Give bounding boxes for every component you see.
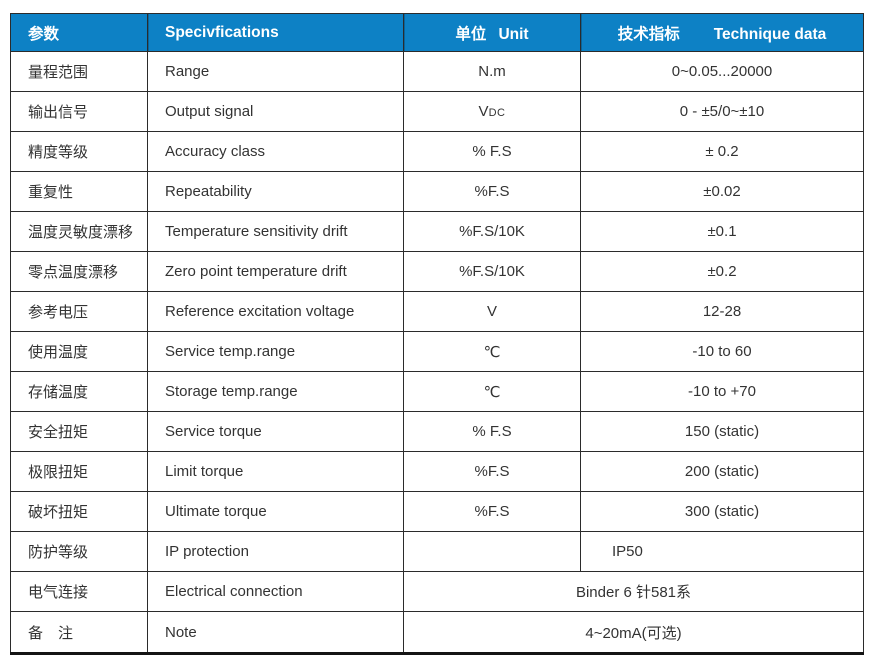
column-header-unit: 单位 Unit bbox=[403, 13, 581, 52]
param-name-en: Temperature sensitivity drift bbox=[147, 211, 404, 252]
param-name-cn: 安全扭矩 bbox=[10, 411, 148, 452]
param-name-cn: 量程范围 bbox=[10, 51, 148, 92]
value-cell: IP50 bbox=[580, 531, 864, 572]
value-cell: 12-28 bbox=[580, 291, 864, 332]
value-cell: ±0.1 bbox=[580, 211, 864, 252]
param-name-cn: 温度灵敏度漂移 bbox=[10, 211, 148, 252]
value-cell: -10 to +70 bbox=[580, 371, 864, 412]
table-row: 精度等级 Accuracy class% F.S ± 0.2 bbox=[10, 131, 864, 172]
unit-cell: %F.S/10K bbox=[403, 251, 581, 292]
unit-cell: % F.S bbox=[403, 131, 581, 172]
param-name-en: Service torque bbox=[147, 411, 404, 452]
param-name-cn: 防护等级 bbox=[10, 531, 148, 572]
param-name-en: Limit torque bbox=[147, 451, 404, 492]
value-cell: 300 (static) bbox=[580, 491, 864, 532]
param-name-en: Zero point temperature drift bbox=[147, 251, 404, 292]
param-name-en: Electrical connection bbox=[147, 571, 404, 612]
param-name-en: Accuracy class bbox=[147, 131, 404, 172]
unit-cell: %F.S bbox=[403, 491, 581, 532]
spec-table: 参数 Specivfications 单位 Unit 技术指标 Technique … bbox=[10, 13, 864, 655]
value-merged-cell: 4~20mA(可选) bbox=[403, 611, 864, 654]
param-name-cn: 参考电压 bbox=[10, 291, 148, 332]
column-header-technique-cn: 技术指标 bbox=[617, 25, 680, 43]
table-row: 安全扭矩 Service torque% F.S 150 (static) bbox=[10, 411, 864, 452]
spec-table-header: 参数 Specivfications 单位 Unit 技术指标 Technique … bbox=[10, 13, 864, 52]
param-name-en: Output signal bbox=[147, 91, 404, 132]
value-cell: -10 to 60 bbox=[580, 331, 864, 372]
unit-cell: % F.S bbox=[403, 411, 581, 452]
param-name-cn: 存储温度 bbox=[10, 371, 148, 412]
column-header-param-cn: 参数 bbox=[10, 13, 148, 52]
param-name-cn: 零点温度漂移 bbox=[10, 251, 148, 292]
table-row: 防护等级 IP protection IP50 bbox=[10, 531, 864, 572]
param-name-cn: 重复性 bbox=[10, 171, 148, 212]
param-name-cn: 电气连接 bbox=[10, 571, 148, 612]
unit-cell: %F.S bbox=[403, 451, 581, 492]
column-header-specifications: Specivfications bbox=[147, 13, 404, 52]
param-name-cn: 输出信号 bbox=[10, 91, 148, 132]
unit-cell: %F.S bbox=[403, 171, 581, 212]
column-header-unit-en: Unit bbox=[498, 25, 529, 43]
value-cell: 150 (static) bbox=[580, 411, 864, 452]
unit-cell: %F.S/10K bbox=[403, 211, 581, 252]
value-merged-cell: Binder 6 针581系 bbox=[403, 571, 864, 612]
table-row: 使用温度 Service temp.range ℃ -10 to 60 bbox=[10, 331, 864, 372]
value-cell: 0~0.05...20000 bbox=[580, 51, 864, 92]
table-row: 极限扭矩 Limit torque %F.S 200 (static) bbox=[10, 451, 864, 492]
value-cell: ±0.02 bbox=[580, 171, 864, 212]
param-name-cn: 极限扭矩 bbox=[10, 451, 148, 492]
unit-cell: ℃ bbox=[403, 371, 581, 412]
table-row: 零点温度漂移 Zero point temperature drift %F.S/1… bbox=[10, 251, 864, 292]
unit-cell: N.m bbox=[403, 51, 581, 92]
unit-subscript: DC bbox=[488, 107, 506, 119]
table-row: 参考电压 Reference excitation voltage V 12-28 bbox=[10, 291, 864, 332]
param-name-en: Note bbox=[147, 611, 404, 654]
unit-cell bbox=[403, 531, 581, 572]
param-name-en: Repeatability bbox=[147, 171, 404, 212]
spec-table-body: 量程范围 Range N.m 0~0.05...20000 输出信号 Output sig… bbox=[10, 51, 864, 654]
table-row: 备 注 Note 4~20mA(可选) bbox=[10, 611, 864, 654]
column-header-unit-cn: 单位 bbox=[455, 25, 487, 43]
value-cell: 0 - ±5/0~±10 bbox=[580, 91, 864, 132]
column-header-param-cn-label: 参数 bbox=[28, 25, 60, 43]
param-name-en: IP protection bbox=[147, 531, 404, 572]
table-row: 存储温度 Storage temp.range ℃ -10 to +70 bbox=[10, 371, 864, 412]
param-name-en: Range bbox=[147, 51, 404, 92]
table-row: 电气连接 Electrical connection Binder 6 针581系 bbox=[10, 571, 864, 612]
param-name-en: Reference excitation voltage bbox=[147, 291, 404, 332]
table-row: 量程范围 Range N.m 0~0.05...20000 bbox=[10, 51, 864, 92]
param-name-en: Ultimate torque bbox=[147, 491, 404, 532]
param-name-en: Service temp.range bbox=[147, 331, 404, 372]
column-header-technique-en: Technique data bbox=[713, 25, 827, 43]
unit-cell: VDC bbox=[403, 91, 581, 132]
column-header-technique-data: 技术指标 Technique data bbox=[580, 13, 864, 52]
table-row: 输出信号 Output signal VDC 0 - ±5/0~±10 bbox=[10, 91, 864, 132]
value-cell: ±0.2 bbox=[580, 251, 864, 292]
param-name-cn: 破坏扭矩 bbox=[10, 491, 148, 532]
table-row: 破坏扭矩 Ultimate torque %F.S 300 (static) bbox=[10, 491, 864, 532]
param-name-cn: 备 注 bbox=[10, 611, 148, 654]
unit-cell: V bbox=[403, 291, 581, 332]
value-cell: ± 0.2 bbox=[580, 131, 864, 172]
table-row: 重复性 Repeatability %F.S ±0.02 bbox=[10, 171, 864, 212]
column-header-specifications-label: Specivfications bbox=[165, 23, 279, 41]
param-name-en: Storage temp.range bbox=[147, 371, 404, 412]
value-cell: 200 (static) bbox=[580, 451, 864, 492]
header-row: 参数 Specivfications 单位 Unit 技术指标 Technique … bbox=[10, 13, 864, 52]
unit-cell: ℃ bbox=[403, 331, 581, 372]
table-row: 温度灵敏度漂移 Temperature sensitivity drift %F.S… bbox=[10, 211, 864, 252]
param-name-cn: 精度等级 bbox=[10, 131, 148, 172]
param-name-cn: 使用温度 bbox=[10, 331, 148, 372]
